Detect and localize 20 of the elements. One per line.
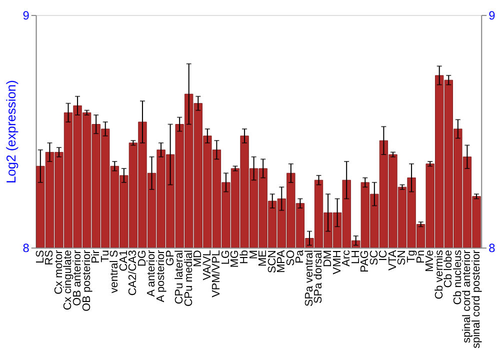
x-tick-label: SCN (266, 250, 278, 274)
y2-tick-label: 8 (488, 241, 496, 256)
x-tick-label: SC (368, 250, 380, 266)
y-axis-title: Log2 (expression) (4, 80, 19, 184)
y2-tick-label: 9 (488, 8, 496, 22)
x-tick-label: Tg (406, 250, 418, 263)
x-tick-label: Pa (294, 249, 306, 264)
x-tick-label: SO (284, 250, 297, 266)
x-tick-label: A anterior (146, 250, 158, 297)
x-tick-label: LS (34, 250, 46, 264)
x-tick-label: MVe (424, 250, 436, 272)
x-tick-label: RS (44, 250, 56, 266)
x-tick-label: IC (378, 250, 390, 261)
x-tick-label: SN (396, 250, 408, 266)
x-tick-label: SPa dorsal (312, 250, 325, 304)
x-tick-label: DG (136, 250, 148, 266)
x-tick-label: Arc (340, 250, 353, 266)
x-tick-label: CPu medial (182, 250, 195, 307)
x-tick-label: LG (220, 250, 232, 265)
x-tick-label: Pir (90, 250, 102, 264)
